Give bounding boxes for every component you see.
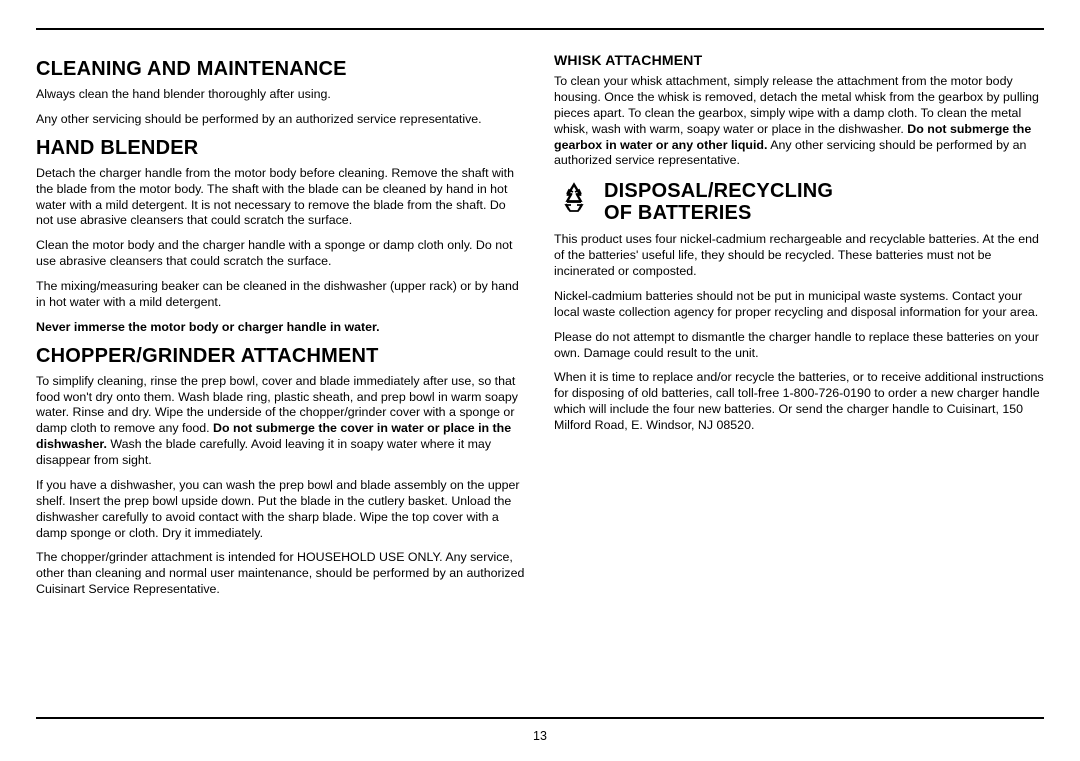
heading-disposal-line2: OF BATTERIES [604, 202, 752, 224]
content-columns: CLEANING AND MAINTENANCE Always clean th… [36, 52, 1044, 607]
left-column: CLEANING AND MAINTENANCE Always clean th… [36, 52, 526, 607]
para-clean-intro-1: Always clean the hand blender thoroughly… [36, 87, 526, 103]
para-handblender-2: Clean the motor body and the charger han… [36, 238, 526, 270]
para-clean-intro-2: Any other servicing should be performed … [36, 112, 526, 128]
para-chopper-2: If you have a dishwasher, you can wash t… [36, 478, 526, 542]
heading-disposal-recycling: DISPOSAL/RECYCLING OF BATTERIES [604, 180, 833, 224]
heading-cleaning-maintenance: CLEANING AND MAINTENANCE [36, 58, 526, 81]
para-disposal-1: This product uses four nickel-cadmium re… [554, 232, 1044, 280]
para-handblender-1: Detach the charger handle from the motor… [36, 166, 526, 230]
right-column: WHISK ATTACHMENT To clean your whisk att… [554, 52, 1044, 607]
para-chopper-1: To simplify cleaning, rinse the prep bow… [36, 374, 526, 469]
para-disposal-4: When it is time to replace and/or recycl… [554, 370, 1044, 434]
heading-disposal-line1: DISPOSAL/RECYCLING [604, 180, 833, 202]
para-whisk-1: To clean your whisk attachment, simply r… [554, 74, 1044, 169]
recycle-icon [554, 179, 594, 224]
heading-whisk-attachment: WHISK ATTACHMENT [554, 52, 1044, 68]
heading-chopper-grinder: CHOPPER/GRINDER ATTACHMENT [36, 345, 526, 368]
para-disposal-2: Nickel-cadmium batteries should not be p… [554, 289, 1044, 321]
bottom-rule [36, 717, 1044, 719]
page-number: 13 [0, 729, 1080, 743]
heading-hand-blender: HAND BLENDER [36, 137, 526, 160]
para-disposal-3: Please do not attempt to dismantle the c… [554, 330, 1044, 362]
para-handblender-3: The mixing/measuring beaker can be clean… [36, 279, 526, 311]
para-chopper-3: The chopper/grinder attachment is intend… [36, 550, 526, 598]
heading-disposal-recycling-row: DISPOSAL/RECYCLING OF BATTERIES [554, 179, 1044, 224]
para-handblender-warning: Never immerse the motor body or charger … [36, 320, 526, 336]
top-rule [36, 28, 1044, 30]
